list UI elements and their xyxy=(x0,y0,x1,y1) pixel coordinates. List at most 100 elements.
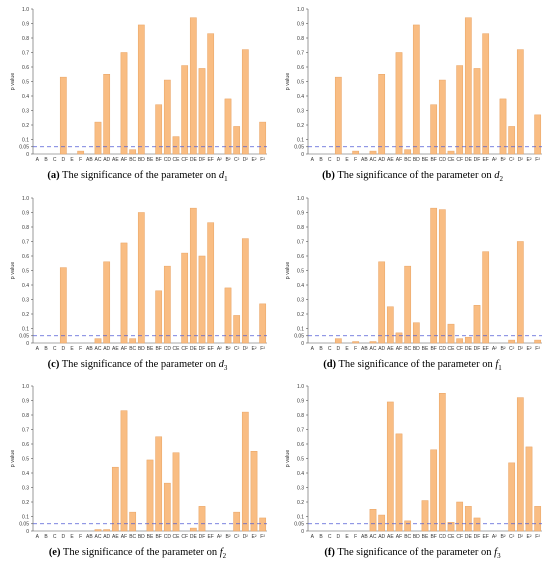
y-tick-label: 0.7 xyxy=(297,239,304,245)
x-tick-label: B² xyxy=(501,346,506,352)
x-tick-label: BD xyxy=(138,534,145,540)
x-tick-label: A² xyxy=(492,346,497,352)
bar xyxy=(430,449,438,532)
x-tick-label: EF xyxy=(482,157,488,163)
y-tick-label: 0.5 xyxy=(297,79,304,85)
x-tick-label: C xyxy=(53,157,57,163)
y-tick-label: 0.05 xyxy=(294,145,304,151)
panel-e: 0 0.05 0.1 0.2 0.3 0.4 0.5 0.6 0.7 0.8 0.9 1.0 p val… xyxy=(0,377,275,566)
x-tick-label: B xyxy=(319,534,323,540)
bar xyxy=(137,24,145,155)
x-tick-label: BC xyxy=(129,534,136,540)
x-tick-label: AD xyxy=(103,157,110,163)
y-tick-label: 0.8 xyxy=(297,413,304,419)
caption-subscript: 2 xyxy=(499,175,503,184)
x-tick-label: CD xyxy=(439,346,447,352)
y-tick-label: 0.5 xyxy=(22,456,29,462)
bar xyxy=(172,452,180,532)
x-tick-label: AE xyxy=(112,534,119,540)
x-tick-label: EF xyxy=(482,346,488,352)
x-tick-label: AD xyxy=(103,346,110,352)
x-tick-label: CF xyxy=(181,534,188,540)
x-tick-label: A xyxy=(311,157,315,163)
x-tick-label: D² xyxy=(243,346,249,352)
x-tick-label: DE xyxy=(190,346,198,352)
x-tick-label: C² xyxy=(509,157,515,163)
caption-d: (d) The significance of the parameter on… xyxy=(275,359,550,372)
x-tick-label: A² xyxy=(217,346,222,352)
x-tick-label: A² xyxy=(217,534,222,540)
y-tick-label: 0.05 xyxy=(19,334,29,340)
y-tick-label: 0.5 xyxy=(297,268,304,274)
bar xyxy=(508,462,516,532)
y-tick-label: 0.2 xyxy=(297,500,304,506)
x-tick-label: AC xyxy=(370,534,377,540)
x-tick-label: A xyxy=(36,157,40,163)
x-tick-label: DF xyxy=(474,346,481,352)
x-tick-label: CE xyxy=(448,534,456,540)
x-tick-label: F xyxy=(79,157,82,163)
bar xyxy=(516,397,524,532)
y-tick-label: 0.6 xyxy=(297,65,304,71)
y-tick-label: 0 xyxy=(26,341,29,347)
x-tick-label: AC xyxy=(370,346,377,352)
bar xyxy=(447,323,455,344)
x-tick-label: AE xyxy=(112,346,119,352)
y-tick-label: 0.8 xyxy=(297,36,304,42)
y-tick-label: 0 xyxy=(26,152,29,158)
x-tick-label: AF xyxy=(396,157,402,163)
x-tick-label: AC xyxy=(95,534,102,540)
x-tick-label: CD xyxy=(164,157,172,163)
caption-letter: (a) xyxy=(47,170,60,181)
x-tick-label: BF xyxy=(430,534,436,540)
x-tick-label: AD xyxy=(378,346,385,352)
bar xyxy=(241,411,249,532)
y-tick-label: 1.0 xyxy=(297,384,304,390)
x-tick-label: DE xyxy=(465,157,473,163)
bar xyxy=(120,410,128,532)
bar xyxy=(421,500,429,532)
x-tick-label: B xyxy=(44,157,48,163)
y-tick-label: 0.9 xyxy=(22,398,29,404)
bar xyxy=(395,433,403,532)
x-tick-label: BE xyxy=(147,346,154,352)
x-tick-label: B² xyxy=(226,346,231,352)
x-tick-label: F² xyxy=(260,346,265,352)
x-tick-label: AB xyxy=(86,534,93,540)
x-tick-label: D² xyxy=(518,346,524,352)
y-tick-label: 0.5 xyxy=(22,268,29,274)
bar xyxy=(430,104,438,155)
bar xyxy=(59,267,67,344)
bar xyxy=(482,33,490,155)
x-tick-label: A xyxy=(36,346,40,352)
y-tick-label: 0.05 xyxy=(19,522,29,528)
caption-b: (b) The significance of the parameter on… xyxy=(275,170,550,183)
x-tick-label: BE xyxy=(147,534,154,540)
bar xyxy=(447,522,455,532)
caption-subscript: 3 xyxy=(497,552,501,561)
caption-c: (c) The significance of the parameter on… xyxy=(0,359,275,372)
y-tick-label: 0.4 xyxy=(22,471,29,477)
x-tick-label: BE xyxy=(147,157,154,163)
y-tick-label: 0.5 xyxy=(22,79,29,85)
x-tick-label: D xyxy=(337,534,341,540)
x-tick-label: D xyxy=(62,534,66,540)
x-tick-label: CF xyxy=(456,534,463,540)
bar xyxy=(59,76,67,155)
bar xyxy=(456,65,464,155)
bar xyxy=(181,65,189,155)
bar xyxy=(516,241,524,344)
x-tick-label: AB xyxy=(361,157,368,163)
bar xyxy=(369,341,377,344)
x-tick-label: B² xyxy=(501,534,506,540)
bar xyxy=(224,287,232,344)
x-tick-label: CE xyxy=(173,157,181,163)
x-tick-label: A² xyxy=(492,534,497,540)
x-tick-label: AC xyxy=(95,346,102,352)
bar xyxy=(369,509,377,532)
x-tick-label: D xyxy=(62,157,66,163)
x-tick-label: CE xyxy=(448,346,456,352)
x-tick-label: E² xyxy=(527,534,532,540)
x-tick-label: AF xyxy=(121,157,127,163)
x-tick-label: BC xyxy=(404,157,411,163)
